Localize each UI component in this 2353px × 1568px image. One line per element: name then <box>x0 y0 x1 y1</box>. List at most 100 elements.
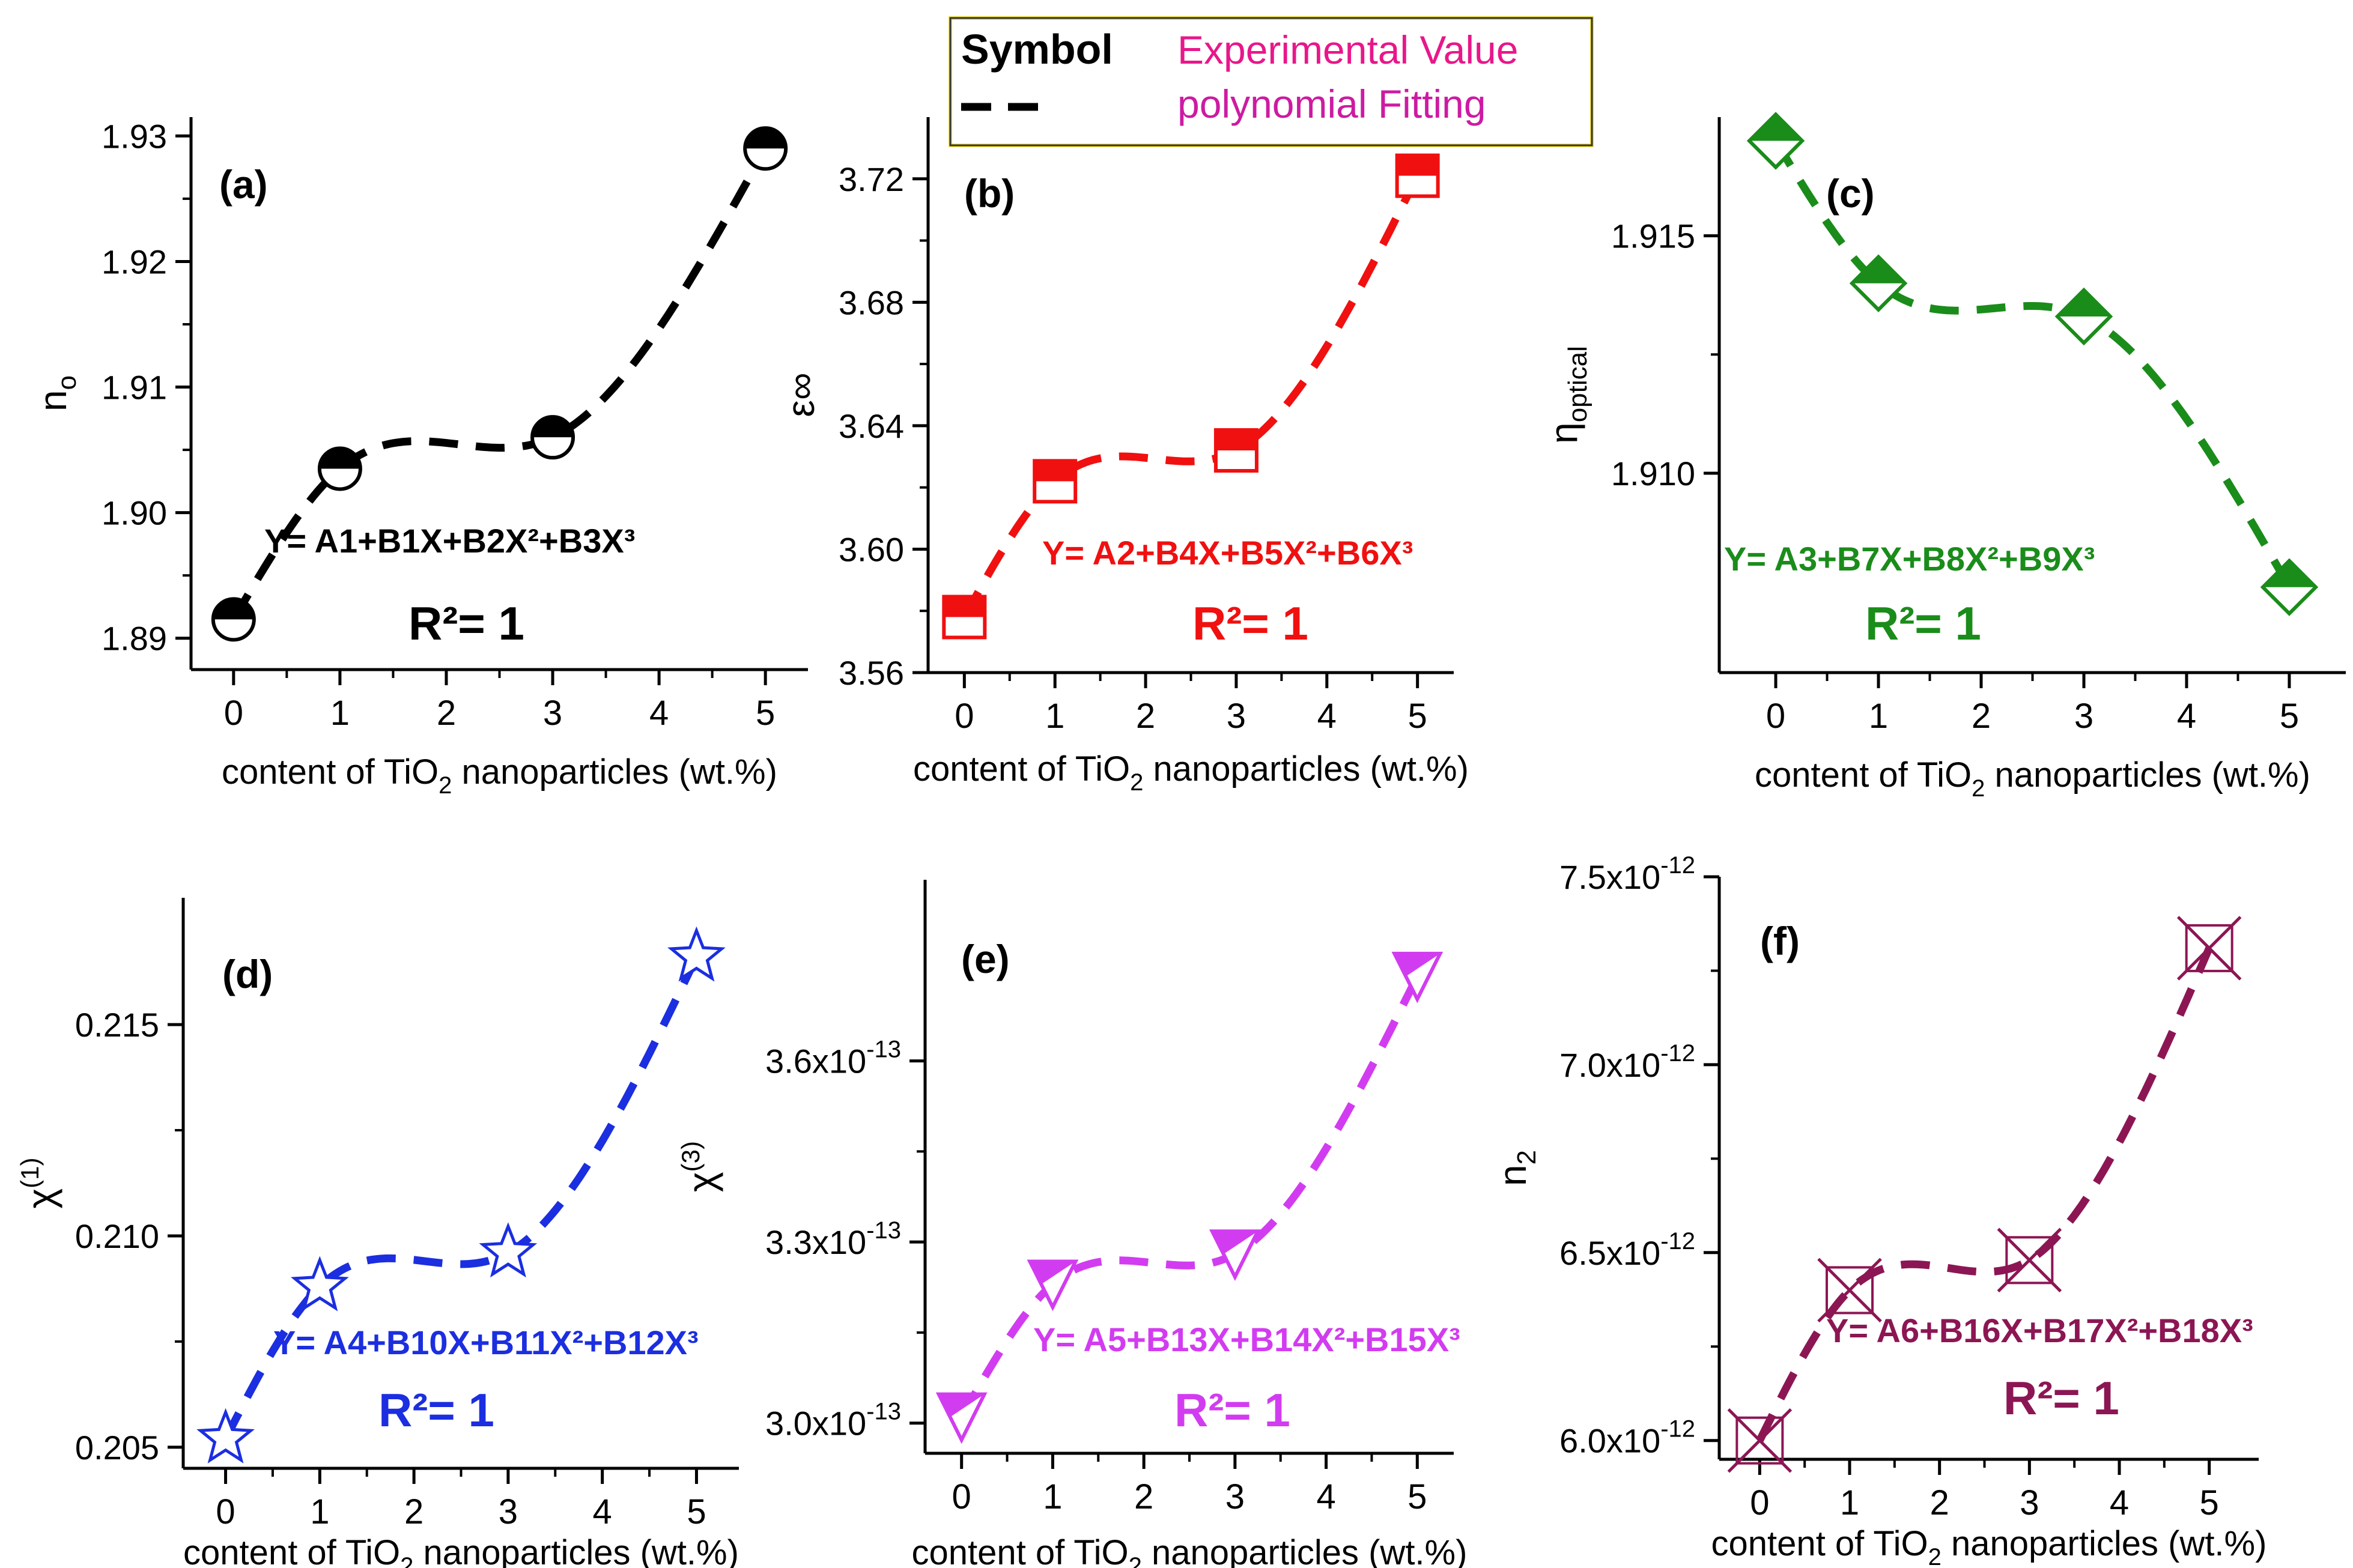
x-tick-label: 3 <box>2074 697 2093 736</box>
marker-half-fill <box>938 1394 985 1417</box>
marker-star <box>290 1256 349 1312</box>
y-tick-label: 1.89 <box>102 620 167 658</box>
x-tick-label: 2 <box>1972 697 1991 736</box>
x-axis-label: content of TiO2 nanoparticles (wt.%) <box>1755 755 2310 802</box>
marker-star <box>196 1408 255 1464</box>
marker-square <box>1826 1266 1874 1315</box>
marker-half-fill <box>2057 290 2110 317</box>
fit-curve <box>222 955 700 1441</box>
y-tick-label: 3.0x10-13 <box>765 1399 901 1442</box>
y-tick-label: 1.91 <box>102 369 167 407</box>
marker-star <box>479 1222 538 1278</box>
fit-curve <box>1772 139 2293 589</box>
marker-half-fill <box>745 128 786 149</box>
x-tick-label: 1 <box>310 1492 329 1531</box>
x-tick-label: 5 <box>756 694 775 733</box>
legend-fitting-label: polynomial Fitting <box>1177 82 1486 126</box>
data-point <box>667 926 726 982</box>
y-tick-label: 1.93 <box>102 117 167 155</box>
marker-square <box>1735 1416 1784 1465</box>
chart-panel-e: 0 1 2 3 4 5 3.0x10-13 3.3x10-13 3.6x10-13 χ(3) con… <box>676 880 1467 1568</box>
marker-cross <box>1727 1408 1793 1473</box>
r-squared-label: R²= 1 <box>378 1384 494 1436</box>
x-axis-label: content of TiO2 nanoparticles (wt.%) <box>222 752 777 799</box>
data-point <box>196 1408 255 1464</box>
data-point <box>317 446 362 491</box>
r-squared-label: R²= 1 <box>1865 597 1981 650</box>
legend-symbol-header: Symbol <box>961 26 1113 73</box>
y-tick-label: 3.64 <box>839 407 904 445</box>
marker-half-fill <box>1215 430 1257 450</box>
x-tick-label: 4 <box>1317 697 1337 736</box>
data-point <box>1395 153 1440 198</box>
y-axis-label: ηoptical <box>1542 346 1592 444</box>
x-axis-label: content of TiO2 nanoparticles (wt.%) <box>912 1533 1468 1568</box>
data-point <box>743 126 788 171</box>
x-tick-label: 1 <box>1869 697 1888 736</box>
y-tick-label: 3.3x10-13 <box>765 1217 901 1261</box>
fit-curve <box>958 974 1421 1419</box>
y-tick-label: 0.215 <box>75 1006 159 1044</box>
data-point <box>290 1256 349 1312</box>
x-tick-label: 1 <box>1043 1477 1062 1516</box>
x-tick-label: 2 <box>404 1492 424 1531</box>
x-tick-label: 4 <box>649 694 669 733</box>
x-tick-label: 4 <box>593 1492 612 1531</box>
panel-label: (f) <box>1760 919 1800 963</box>
x-tick-label: 1 <box>330 694 350 733</box>
marker-half-fill <box>944 596 985 617</box>
x-tick-label: 1 <box>1045 697 1064 736</box>
marker-half-fill <box>532 417 574 438</box>
data-point <box>1849 254 1908 312</box>
legend-experimental-label: Experimental Value <box>1177 28 1518 72</box>
y-tick-label: 6.5x10-12 <box>1559 1228 1695 1272</box>
x-tick-label: 5 <box>2280 697 2299 736</box>
data-point <box>1033 459 1078 504</box>
y-tick-label: 1.92 <box>102 243 167 280</box>
y-axis-label: n2 <box>1491 1150 1541 1186</box>
r-squared-label: R²= 1 <box>2003 1372 2119 1424</box>
fit-curve <box>1756 946 2213 1442</box>
y-axis-label: χ(3) <box>676 1141 723 1192</box>
x-tick-label: 5 <box>1407 1477 1427 1516</box>
marker-half-fill <box>2262 560 2316 587</box>
x-tick-label: 4 <box>1316 1477 1335 1516</box>
data-point <box>2260 558 2319 616</box>
chart-panel-c: 0 1 2 3 4 5 1.910 1.915 ηoptical content of TiO2 … <box>1542 112 2346 802</box>
x-tick-label: 5 <box>687 1492 706 1531</box>
y-tick-label: 7.0x10-12 <box>1559 1040 1695 1084</box>
chart-panel-a: 0 1 2 3 4 5 1.89 1.90 1.91 1.92 1.93 no content of T… <box>31 117 808 799</box>
marker-half-fill <box>319 448 360 469</box>
y-tick-label: 7.5x10-12 <box>1559 852 1695 896</box>
x-axis-label: content of TiO2 nanoparticles (wt.%) <box>183 1533 739 1568</box>
panel-label: (c) <box>1826 171 1875 216</box>
marker-star <box>667 926 726 982</box>
panel-label: (b) <box>964 171 1015 216</box>
x-tick-label: 2 <box>1930 1483 1949 1522</box>
marker-half-fill <box>1394 953 1441 976</box>
y-tick-label: 0.205 <box>75 1429 159 1467</box>
y-tick-label: 1.90 <box>102 494 167 532</box>
data-point <box>942 595 987 640</box>
r-squared-label: R²= 1 <box>1174 1384 1290 1436</box>
y-tick-label: 3.68 <box>839 283 904 321</box>
x-tick-label: 3 <box>2020 1483 2039 1522</box>
y-axis-label: no <box>31 375 82 411</box>
data-point <box>2054 287 2113 346</box>
x-axis-label: content of TiO2 nanoparticles (wt.%) <box>1711 1524 2267 1568</box>
fit-equation: Y= A4+B10X+B11X²+B12X³ <box>273 1324 699 1361</box>
chart-panel-b: 0 1 2 3 4 5 3.56 3.60 3.64 3.68 3.72 ε∞ content of T… <box>779 117 1469 796</box>
chart-panel-d: 0 1 2 3 4 5 0.205 0.210 0.215 χ(1) content of TiO2… <box>16 898 739 1568</box>
marker-cross <box>1997 1227 2062 1293</box>
x-tick-label: 3 <box>1227 697 1246 736</box>
x-tick-label: 2 <box>437 694 456 733</box>
x-tick-label: 0 <box>224 694 243 733</box>
x-tick-label: 0 <box>216 1492 235 1531</box>
r-squared-label: R²= 1 <box>1192 597 1308 650</box>
legend-box: Symbol Experimental Value polynomial Fit… <box>949 16 1594 147</box>
fit-equation: Y= A6+B16X+B17X²+B18X³ <box>1826 1312 2253 1349</box>
data-point <box>1391 951 1444 1003</box>
x-tick-label: 3 <box>543 694 562 733</box>
fit-curve <box>230 147 769 622</box>
